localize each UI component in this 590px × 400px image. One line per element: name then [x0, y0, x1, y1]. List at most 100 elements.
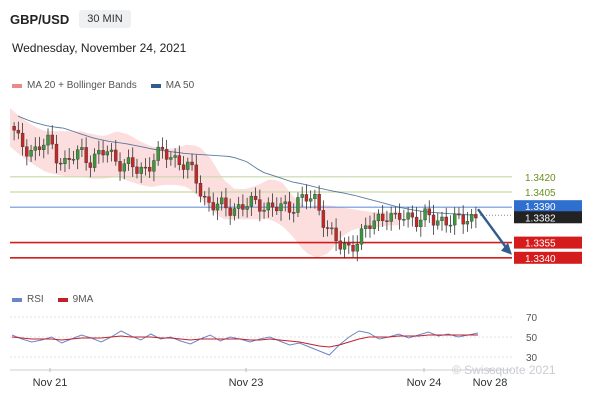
candle-body: [177, 155, 182, 165]
candle-body: [42, 144, 46, 150]
candle-body: [448, 224, 453, 227]
symbol-label: GBP/USD: [10, 11, 70, 27]
rsi-tick-label: 70: [526, 313, 538, 324]
candle-body: [249, 195, 254, 207]
candle-body: [97, 150, 101, 155]
candles: [12, 121, 478, 262]
candle-body: [308, 198, 313, 202]
candle-body: [46, 134, 50, 146]
timeframe-button[interactable]: 30 MIN: [79, 10, 131, 28]
candle-body: [300, 194, 304, 198]
candle-body: [139, 166, 143, 174]
chart-header: GBP/USD 30 MIN: [10, 8, 131, 30]
candle-body: [131, 157, 135, 168]
candle-body: [29, 150, 33, 157]
watermark-text: © Swissquote 2021: [452, 363, 556, 377]
candle-body: [20, 132, 25, 148]
candle-body: [342, 243, 347, 250]
candle-body: [427, 208, 431, 216]
candle-body: [397, 212, 402, 220]
candle-body: [419, 219, 423, 227]
rsi-tick-label: 50: [526, 333, 538, 344]
candle-body: [461, 214, 465, 225]
candle-body: [330, 227, 334, 230]
candle-body: [160, 146, 165, 150]
candle-body: [296, 197, 300, 213]
candle-body: [275, 206, 279, 212]
candle-body: [440, 216, 444, 221]
candle-body: [270, 202, 275, 208]
level-tag-1-3355: [514, 236, 582, 249]
candle-body: [169, 157, 173, 160]
candle-body: [152, 160, 156, 172]
candle-body: [317, 193, 321, 211]
candle-body: [431, 214, 436, 226]
candle-body: [457, 213, 461, 216]
candle-body: [181, 164, 186, 170]
candle-body: [393, 212, 398, 215]
candle-body: [71, 158, 76, 161]
forecast-arrow-shaft: [477, 208, 508, 250]
price-legend: MA 20 + Bollinger Bands MA 50: [12, 80, 208, 91]
rsi-line: [11, 330, 479, 356]
candle-body: [105, 151, 110, 156]
candle-body: [80, 147, 84, 150]
candle-body: [364, 225, 368, 229]
candle-body: [368, 225, 372, 229]
candle-body: [262, 209, 266, 212]
candle-body: [283, 201, 287, 204]
bollinger-band-area: [10, 108, 400, 258]
legend-item-bollinger: MA 20 + Bollinger Bands: [12, 80, 137, 91]
candle-body: [186, 161, 190, 170]
candle-body: [50, 134, 54, 145]
legend-swatch-bollinger: [12, 83, 22, 88]
candle-body: [245, 206, 249, 210]
candle-body: [156, 146, 160, 161]
legend-label-ma50: MA 50: [165, 80, 195, 91]
candle-body: [224, 197, 228, 209]
legend-label-rsi: RSI: [27, 294, 44, 305]
candle-body: [444, 216, 448, 226]
candle-body: [313, 193, 317, 199]
candle-body: [88, 162, 93, 168]
forecast-arrow-head: [501, 242, 512, 255]
level-label-1-3390: 1.3390: [525, 202, 556, 213]
candle-body: [359, 228, 364, 245]
candle-body: [92, 153, 97, 168]
candle-body: [211, 202, 215, 211]
candle-body: [469, 214, 474, 222]
legend-item-ma50: MA 50: [150, 80, 195, 91]
rsi-legend: RSI 9MA: [12, 294, 107, 305]
candle-body: [406, 212, 410, 220]
candle-body: [37, 146, 42, 150]
candle-body: [338, 240, 343, 250]
legend-label-bollinger: MA 20 + Bollinger Bands: [27, 80, 137, 91]
candle-body: [84, 147, 88, 163]
candle-body: [147, 166, 152, 172]
candle-body: [122, 163, 126, 172]
candle-body: [325, 227, 330, 229]
legend-item-rsi: RSI: [12, 294, 44, 305]
candle-body: [135, 166, 139, 174]
candle-body: [54, 143, 59, 164]
candle-body: [118, 161, 122, 172]
level-label-1-3405: 1.3405: [525, 188, 556, 199]
level-label-1-3420: 1.3420: [525, 173, 556, 184]
candle-body: [258, 199, 262, 212]
candle-body: [173, 155, 177, 158]
candle-body: [372, 220, 376, 229]
rsi-9ma-line: [11, 334, 478, 348]
level-label-1-3382: 1.3382: [525, 213, 556, 224]
legend-item-9ma: 9MA: [57, 294, 94, 305]
level-tag-1-3390: [514, 200, 582, 213]
candle-body: [334, 227, 338, 242]
candle-body: [207, 196, 211, 203]
candle-body: [198, 183, 203, 197]
candle-body: [109, 149, 114, 152]
legend-label-9ma: 9MA: [72, 294, 94, 305]
candle-body: [279, 203, 283, 212]
candle-body: [236, 204, 241, 209]
candle-body: [423, 208, 427, 221]
candle-body: [474, 214, 478, 219]
level-tag-1-3382: [514, 211, 582, 224]
